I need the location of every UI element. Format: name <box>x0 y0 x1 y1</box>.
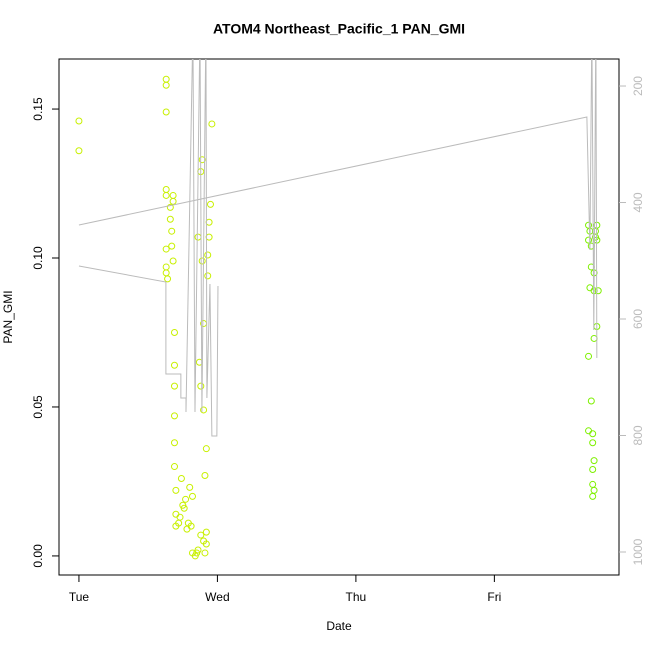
x-tick-label: Fri <box>487 590 501 604</box>
point <box>187 522 195 530</box>
y-axis-label: PAN_GMI <box>1 290 15 343</box>
point <box>170 328 178 336</box>
point <box>204 272 212 280</box>
point <box>170 361 178 369</box>
y-tick-label: 0.15 <box>31 97 45 121</box>
point <box>205 218 213 226</box>
line <box>78 59 598 437</box>
y-tick-label: 0.10 <box>31 246 45 270</box>
point <box>590 334 598 342</box>
point <box>168 242 176 250</box>
point <box>183 525 191 533</box>
point <box>201 471 209 479</box>
point <box>180 504 188 512</box>
point <box>200 537 208 545</box>
point <box>589 492 597 500</box>
point <box>170 439 178 447</box>
point <box>201 549 209 557</box>
chart-title: ATOM4 Northeast_Pacific_1 PAN_GMI <box>213 21 465 37</box>
plot-area <box>75 59 602 560</box>
point <box>166 215 174 223</box>
y2-tick-label: 200 <box>631 76 645 96</box>
point <box>170 463 178 471</box>
point <box>589 439 597 447</box>
point <box>590 457 598 465</box>
point <box>205 233 213 241</box>
point <box>194 233 202 241</box>
y2-tick-label: 400 <box>631 192 645 212</box>
point <box>198 156 206 164</box>
point <box>197 531 205 539</box>
point <box>585 352 593 360</box>
point <box>168 227 176 235</box>
point <box>170 382 178 390</box>
y-tick-label: 0.05 <box>31 395 45 419</box>
x-tick-label: Tue <box>69 590 90 604</box>
y-tick-label: 0.00 <box>31 544 45 568</box>
point <box>162 81 170 89</box>
y2-tick-label: 800 <box>631 425 645 445</box>
point <box>177 474 185 482</box>
point <box>590 486 598 494</box>
point <box>162 185 170 193</box>
point <box>162 263 170 271</box>
point <box>75 147 83 155</box>
point <box>169 191 177 199</box>
x-tick-label: Thu <box>346 590 367 604</box>
point <box>202 528 210 536</box>
point <box>172 486 180 494</box>
point <box>170 412 178 420</box>
x-tick-label: Wed <box>205 590 229 604</box>
point <box>194 546 202 554</box>
point <box>186 483 194 491</box>
point <box>202 445 210 453</box>
point <box>589 430 597 438</box>
y2-tick-label: 600 <box>631 309 645 329</box>
point <box>162 245 170 253</box>
point <box>586 284 594 292</box>
point <box>162 75 170 83</box>
point <box>169 197 177 205</box>
point <box>162 191 170 199</box>
point <box>206 200 214 208</box>
point <box>162 108 170 116</box>
point <box>585 236 593 244</box>
point <box>589 466 597 474</box>
point <box>166 203 174 211</box>
point <box>164 275 172 283</box>
point <box>585 427 593 435</box>
point <box>188 492 196 500</box>
point <box>198 257 206 265</box>
point <box>204 251 212 259</box>
plot-frame <box>58 58 620 576</box>
point <box>176 513 184 521</box>
point <box>75 117 83 125</box>
point <box>594 287 602 295</box>
y2-tick-label: 1000 <box>631 538 645 565</box>
point <box>182 495 190 503</box>
x-axis-label: Date <box>326 619 352 633</box>
point <box>587 397 595 405</box>
point <box>172 510 180 518</box>
point <box>208 120 216 128</box>
point <box>589 480 597 488</box>
point <box>197 382 205 390</box>
point <box>169 257 177 265</box>
point <box>200 406 208 414</box>
point <box>162 269 170 277</box>
